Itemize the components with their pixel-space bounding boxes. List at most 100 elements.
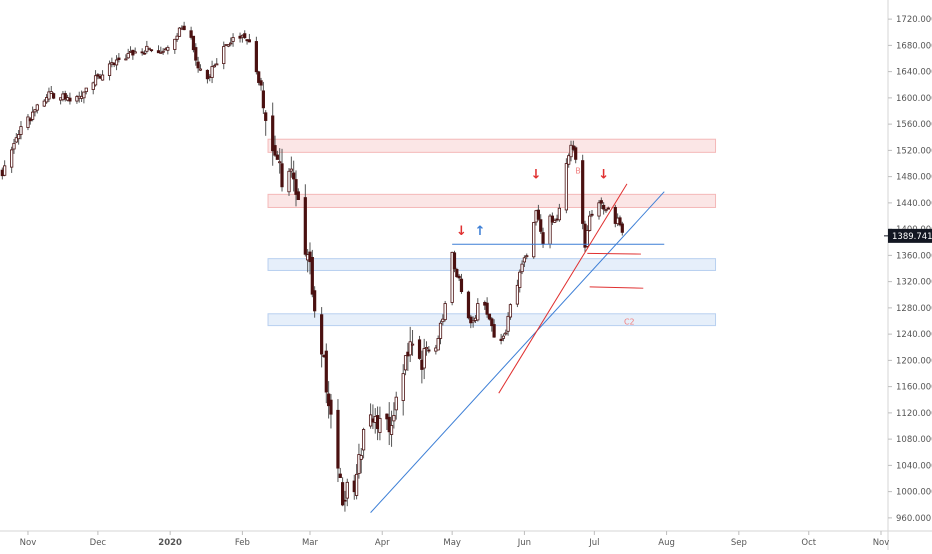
- candle: [96, 73, 100, 80]
- candle: [194, 43, 198, 66]
- red-target-line-2[interactable]: [589, 286, 644, 289]
- candle: [35, 103, 39, 114]
- candle: [166, 45, 170, 55]
- red-trendline[interactable]: [498, 183, 628, 394]
- candle: [417, 335, 422, 360]
- candle: [212, 63, 217, 68]
- candle: [198, 64, 203, 72]
- candle: [522, 255, 527, 268]
- candles-layer: [0, 21, 624, 512]
- candle: [19, 121, 23, 140]
- candle: [273, 135, 277, 157]
- candle: [140, 48, 144, 56]
- candle: [292, 160, 296, 192]
- candle: [133, 47, 137, 54]
- candle: [557, 203, 561, 222]
- candle: [354, 464, 359, 500]
- candle: [597, 200, 601, 220]
- candle: [341, 477, 345, 507]
- candle: [606, 206, 610, 210]
- time-tick-label: Feb: [235, 538, 250, 548]
- candle: [518, 269, 522, 293]
- candle: [539, 214, 543, 234]
- zones-layer: [267, 138, 717, 327]
- candle: [145, 40, 149, 54]
- candle: [296, 188, 300, 201]
- price-tick-label: 1480.000: [896, 173, 932, 183]
- candle: [385, 413, 389, 431]
- red-target-line-1[interactable]: [587, 252, 641, 255]
- candle: [189, 26, 193, 40]
- last-price-label: 1389.741: [892, 232, 932, 242]
- candle: [457, 274, 461, 282]
- candle: [287, 168, 291, 196]
- time-tick-label: 2020: [158, 538, 182, 548]
- candle: [455, 267, 459, 278]
- candle: [618, 215, 622, 227]
- candle: [254, 36, 258, 75]
- candle: [320, 307, 324, 368]
- candle: [357, 443, 361, 479]
- candle: [329, 394, 333, 429]
- candle: [12, 138, 16, 154]
- candle: [389, 410, 394, 447]
- candle: [550, 212, 554, 226]
- price-tick-label: 1040.000: [896, 461, 932, 471]
- candle: [42, 99, 46, 107]
- price-tick-label: 1200.000: [896, 356, 932, 366]
- candle: [501, 333, 506, 342]
- price-axis[interactable]: 960.000 1000.000 1040.000 1080.000 1120.000 1…: [888, 15, 932, 524]
- candle: [574, 145, 578, 164]
- time-axis[interactable]: Nov Dec 2020 Feb Mar Apr May Jun Jul Aug Sep Oct Nov: [20, 531, 890, 548]
- support-zone-upper[interactable]: [267, 258, 717, 271]
- candle: [259, 77, 263, 91]
- candle: [567, 153, 571, 168]
- candle: [459, 273, 464, 294]
- time-tick-label: Dec: [90, 538, 107, 548]
- red-down-arrow: ↓: [456, 224, 467, 239]
- blue-trendline[interactable]: [370, 191, 665, 513]
- candle: [173, 38, 177, 54]
- candle: [196, 56, 200, 73]
- candle: [229, 37, 233, 47]
- candle: [264, 110, 268, 136]
- candle: [247, 33, 251, 43]
- candle: [602, 202, 606, 215]
- candle: [107, 60, 112, 81]
- candle: [553, 218, 557, 224]
- candle: [485, 297, 489, 318]
- candle: [159, 46, 163, 54]
- candle: [604, 208, 608, 213]
- candle: [336, 399, 340, 483]
- resistance-zone-upper[interactable]: [267, 138, 717, 153]
- time-tick-label: Apr: [375, 538, 390, 548]
- candle: [441, 314, 445, 326]
- price-tick-label: 1120.000: [896, 409, 932, 419]
- candle: [261, 81, 265, 114]
- price-tick-label: 1280.000: [896, 304, 932, 314]
- price-tick-label: 1320.000: [896, 278, 932, 288]
- candle: [68, 92, 72, 105]
- candle: [504, 329, 508, 336]
- candle: [613, 204, 617, 228]
- time-tick-label: Jun: [517, 538, 531, 548]
- candle: [33, 109, 37, 117]
- time-tick-label: Mar: [302, 538, 319, 548]
- candle: [525, 253, 529, 260]
- candle: [476, 298, 480, 322]
- candle: [515, 279, 520, 308]
- candle: [294, 170, 298, 207]
- candle: [52, 92, 56, 100]
- candle: [142, 50, 147, 55]
- candle: [436, 335, 440, 351]
- candle: [278, 148, 282, 174]
- price-tick-label: 1680.000: [896, 41, 932, 51]
- resistance-zone-lower[interactable]: [267, 193, 717, 208]
- candle: [3, 160, 7, 177]
- candle: [47, 87, 51, 102]
- candle: [471, 316, 475, 328]
- price-tick-label: 1240.000: [896, 330, 932, 340]
- candle: [63, 90, 67, 102]
